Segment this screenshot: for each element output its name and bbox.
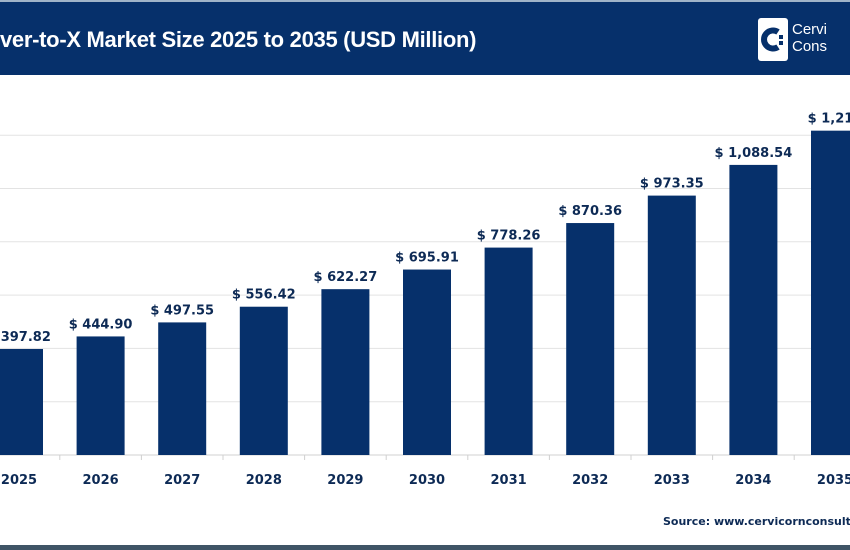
- logo-icon: [758, 18, 788, 61]
- bar-2035: [811, 130, 850, 455]
- logo-line-1: Cervi: [792, 21, 828, 38]
- data-label-2027: $ 497.55: [150, 303, 214, 318]
- logo-line-2: Cons: [792, 38, 828, 55]
- chart-title: ver-to-X Market Size 2025 to 2035 (USD M…: [0, 27, 477, 52]
- x-tick-label-2029: 2029: [327, 473, 363, 488]
- data-label-2025: $ 397.82: [0, 330, 51, 345]
- data-label-2026: $ 444.90: [69, 317, 133, 332]
- bottom-border: [0, 545, 850, 550]
- x-tick-label-2032: 2032: [572, 473, 608, 488]
- data-label-2028: $ 556.42: [232, 288, 296, 303]
- x-tick-label-2031: 2031: [491, 473, 527, 488]
- bar-2029: [321, 289, 370, 455]
- bar-2032: [566, 223, 615, 455]
- bar-2028: [239, 306, 288, 455]
- data-label-2035: $ 1,217: [808, 112, 850, 127]
- x-tick-label-2028: 2028: [246, 473, 282, 488]
- x-tick-label-2034: 2034: [735, 473, 771, 488]
- data-label-2029: $ 622.27: [314, 270, 378, 285]
- x-tick-label-2030: 2030: [409, 473, 445, 488]
- x-tick-label-2035: 2035: [817, 473, 850, 488]
- logo-text: Cervi Cons: [792, 21, 827, 55]
- bar-2025: [0, 348, 43, 455]
- x-tick-label-2027: 2027: [164, 473, 200, 488]
- chart-header: ver-to-X Market Size 2025 to 2035 (USD M…: [0, 0, 850, 75]
- x-tick-label-2033: 2033: [654, 473, 690, 488]
- data-label-2034: $ 1,088.54: [715, 146, 793, 161]
- bar-2034: [729, 164, 778, 455]
- bar-2033: [647, 195, 696, 455]
- source-note: Source: www.cervicornconsultin: [663, 515, 850, 528]
- bar-2031: [484, 247, 533, 455]
- data-label-2031: $ 778.26: [477, 229, 541, 244]
- x-tick-label-2026: 2026: [83, 473, 119, 488]
- bar-2030: [403, 269, 451, 455]
- bar-2027: [158, 322, 207, 455]
- x-tick-label-2025: 2025: [1, 473, 37, 488]
- data-label-2030: $ 695.91: [395, 251, 459, 266]
- bar-2026: [76, 336, 125, 455]
- data-label-2033: $ 973.35: [640, 177, 704, 192]
- data-label-2032: $ 870.36: [558, 204, 622, 219]
